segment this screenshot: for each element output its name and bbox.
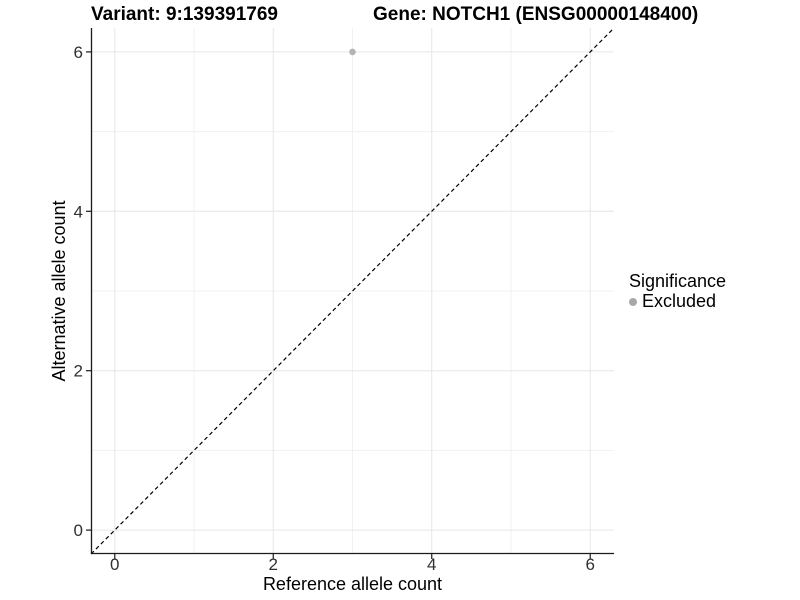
x-tick-label: 6: [585, 555, 594, 574]
legend-point-icon: [629, 297, 637, 306]
y-tick-label: 2: [74, 362, 83, 381]
identity-reference-line: [90, 27, 615, 555]
y-tick-label: 6: [74, 43, 83, 62]
plot-panel: Alternative allele count 0 2 4 6 0 2 4 6: [49, 27, 615, 574]
data-point: [349, 48, 356, 56]
x-tick-label: 0: [110, 555, 119, 574]
variant-title: Variant: 9:139391769: [91, 4, 278, 25]
y-axis-label: Alternative allele count: [49, 200, 69, 381]
x-tick-label: 4: [427, 555, 436, 574]
x-axis-label: Reference allele count: [262, 574, 443, 594]
legend-item-label: Excluded: [642, 291, 717, 311]
x-tick-label: 2: [269, 555, 278, 574]
y-tick-label: 4: [74, 202, 83, 221]
legend-title: Significance: [629, 271, 727, 291]
y-tick-label: 0: [74, 521, 83, 540]
gene-title: Gene: NOTCH1 (ENSG00000148400): [373, 4, 699, 25]
legend: Significance Excluded: [629, 272, 726, 311]
legend-item-excluded: Excluded: [629, 292, 726, 311]
